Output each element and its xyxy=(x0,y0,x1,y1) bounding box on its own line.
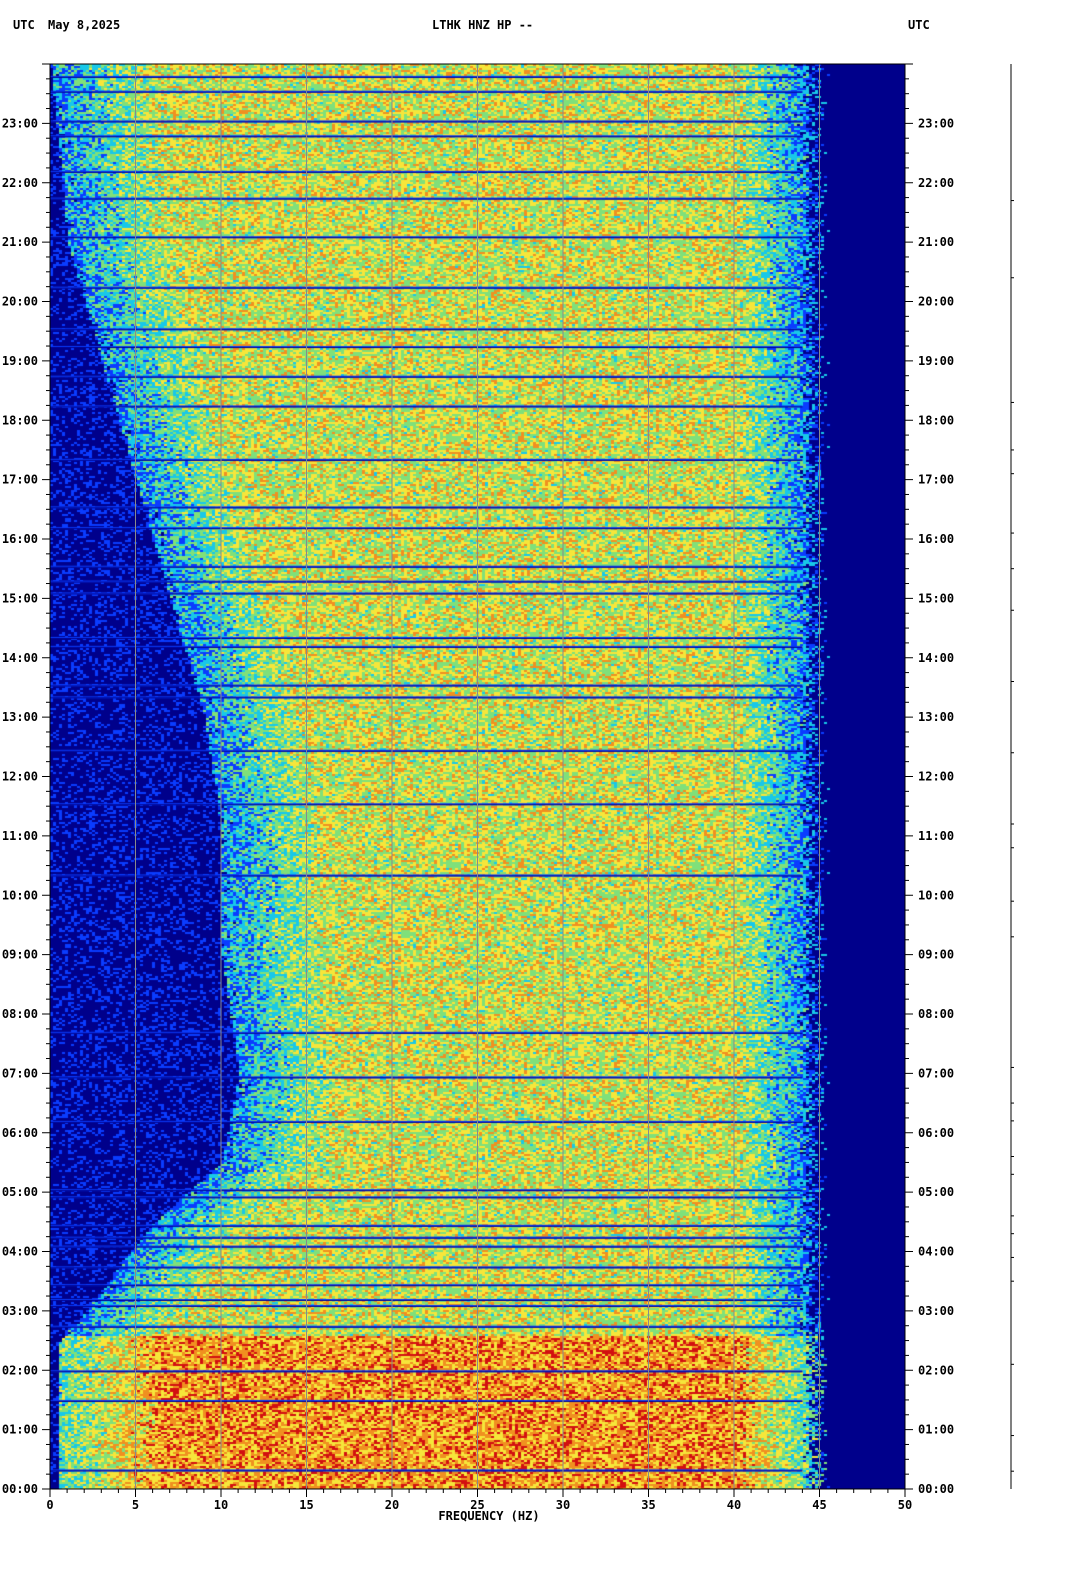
y-tick-label-left-11:00: 11:00 xyxy=(2,829,38,843)
y-tick-label-left-14:00: 14:00 xyxy=(2,651,38,665)
y-tick-label-left-05:00: 05:00 xyxy=(2,1185,38,1199)
x-tick-label-50: 50 xyxy=(898,1498,912,1512)
y-tick-label-right-05:00: 05:00 xyxy=(918,1185,954,1199)
x-tick-label-35: 35 xyxy=(641,1498,655,1512)
y-tick-label-left-06:00: 06:00 xyxy=(2,1126,38,1140)
grid-lines xyxy=(135,64,820,1489)
y-tick-label-left-22:00: 22:00 xyxy=(2,176,38,190)
y-tick-label-left-12:00: 12:00 xyxy=(2,770,38,784)
y-tick-label-right-02:00: 02:00 xyxy=(918,1363,954,1377)
y-tick-label-left-20:00: 20:00 xyxy=(2,295,38,309)
y-tick-label-right-14:00: 14:00 xyxy=(918,651,954,665)
x-tick-label-10: 10 xyxy=(214,1498,228,1512)
x-axis-label: FREQUENCY (HZ) xyxy=(438,1509,539,1523)
y-tick-label-left-04:00: 04:00 xyxy=(2,1245,38,1259)
y-tick-label-left-07:00: 07:00 xyxy=(2,1066,38,1080)
y-tick-label-left-03:00: 03:00 xyxy=(2,1304,38,1318)
y-tick-label-left-01:00: 01:00 xyxy=(2,1423,38,1437)
y-tick-label-right-10:00: 10:00 xyxy=(918,888,954,902)
y-tick-label-right-20:00: 20:00 xyxy=(918,295,954,309)
y-tick-label-right-04:00: 04:00 xyxy=(918,1245,954,1259)
y-tick-label-right-18:00: 18:00 xyxy=(918,413,954,427)
x-tick-label-0: 0 xyxy=(46,1498,53,1512)
y-tick-label-left-23:00: 23:00 xyxy=(2,116,38,130)
date-label: May 8,2025 xyxy=(48,18,121,32)
x-tick-label-40: 40 xyxy=(727,1498,741,1512)
y-tick-label-right-01:00: 01:00 xyxy=(918,1423,954,1437)
y-tick-label-left-00:00: 00:00 xyxy=(2,1482,38,1496)
y-tick-label-left-19:00: 19:00 xyxy=(2,354,38,368)
x-tick-label-45: 45 xyxy=(812,1498,826,1512)
y-tick-label-right-09:00: 09:00 xyxy=(918,948,954,962)
y-tick-label-right-08:00: 08:00 xyxy=(918,1007,954,1021)
y-tick-label-right-00:00: 00:00 xyxy=(918,1482,954,1496)
x-tick-label-25: 25 xyxy=(470,1498,484,1512)
y-tick-label-left-17:00: 17:00 xyxy=(2,473,38,487)
y-tick-label-left-13:00: 13:00 xyxy=(2,710,38,724)
y-tick-label-left-10:00: 10:00 xyxy=(2,888,38,902)
left-timezone-label: UTC xyxy=(13,18,35,32)
y-tick-label-left-02:00: 02:00 xyxy=(2,1363,38,1377)
y-tick-label-left-08:00: 08:00 xyxy=(2,1007,38,1021)
y-tick-label-right-21:00: 21:00 xyxy=(918,235,954,249)
y-tick-label-right-12:00: 12:00 xyxy=(918,770,954,784)
right-timezone-label: UTC xyxy=(908,18,930,32)
y-tick-label-left-09:00: 09:00 xyxy=(2,948,38,962)
y-tick-label-right-06:00: 06:00 xyxy=(918,1126,954,1140)
y-tick-label-left-16:00: 16:00 xyxy=(2,532,38,546)
axes: 0 5 10 15 20 25 30 35 40 45 50 00:00 00:00 01:00 01:00… xyxy=(2,63,954,1512)
y-tick-label-right-13:00: 13:00 xyxy=(918,710,954,724)
y-tick-label-left-18:00: 18:00 xyxy=(2,413,38,427)
y-tick-label-right-16:00: 16:00 xyxy=(918,532,954,546)
x-tick-label-15: 15 xyxy=(299,1498,313,1512)
y-tick-label-right-17:00: 17:00 xyxy=(918,473,954,487)
y-tick-label-right-23:00: 23:00 xyxy=(918,116,954,130)
station-label: LTHK HNZ HP -- xyxy=(432,18,534,32)
x-tick-label-30: 30 xyxy=(556,1498,570,1512)
y-tick-label-right-07:00: 07:00 xyxy=(918,1066,954,1080)
amplitude-trace xyxy=(1010,64,1014,1489)
y-tick-label-right-19:00: 19:00 xyxy=(918,354,954,368)
y-tick-label-right-22:00: 22:00 xyxy=(918,176,954,190)
y-tick-label-right-15:00: 15:00 xyxy=(918,591,954,605)
y-tick-label-left-21:00: 21:00 xyxy=(2,235,38,249)
y-tick-label-left-15:00: 15:00 xyxy=(2,591,38,605)
x-tick-label-20: 20 xyxy=(385,1498,399,1512)
y-tick-label-right-11:00: 11:00 xyxy=(918,829,954,843)
y-tick-label-right-03:00: 03:00 xyxy=(918,1304,954,1318)
x-tick-label-5: 5 xyxy=(132,1498,139,1512)
